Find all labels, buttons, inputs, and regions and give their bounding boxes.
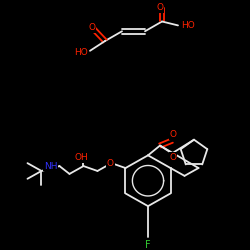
Text: OH: OH bbox=[74, 153, 88, 162]
Text: HO: HO bbox=[181, 21, 195, 30]
Text: O: O bbox=[107, 159, 114, 168]
Text: O: O bbox=[88, 23, 96, 32]
Text: O: O bbox=[170, 153, 176, 162]
Text: F: F bbox=[145, 240, 151, 250]
Text: O: O bbox=[170, 130, 176, 139]
Text: O: O bbox=[156, 3, 164, 12]
Text: HO: HO bbox=[74, 48, 88, 57]
Text: NH: NH bbox=[44, 162, 58, 170]
